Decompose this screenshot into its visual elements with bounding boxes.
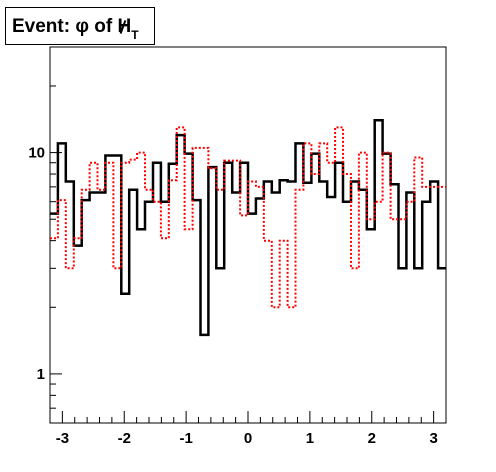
x-tick-label: -1 bbox=[179, 430, 192, 447]
title-phi-symbol: φ bbox=[75, 16, 89, 37]
y-axis: 1 10 bbox=[28, 46, 62, 424]
y-tick-label: 1 bbox=[37, 366, 45, 383]
x-axis: -3 -2 -1 0 1 2 3 bbox=[49, 411, 447, 447]
x-tick-label: 0 bbox=[244, 430, 252, 447]
series-1-line bbox=[50, 119, 446, 337]
x-tick-label: 1 bbox=[306, 430, 314, 447]
chart-title: Event: φ of HT bbox=[5, 7, 155, 45]
title-prefix: Event: bbox=[12, 16, 76, 37]
x-tick-label: 3 bbox=[429, 430, 437, 447]
series-layer bbox=[50, 119, 446, 337]
title-met-subscript: T bbox=[131, 28, 139, 42]
x-tick-label: -3 bbox=[56, 430, 69, 447]
title-met-symbol: H bbox=[117, 16, 132, 37]
title-of: of bbox=[88, 16, 118, 37]
series-2-line bbox=[50, 126, 446, 309]
y-tick-label: 10 bbox=[28, 145, 45, 162]
x-tick-label: 2 bbox=[368, 430, 376, 447]
plot-frame bbox=[49, 46, 447, 424]
x-tick-label: -2 bbox=[118, 430, 131, 447]
